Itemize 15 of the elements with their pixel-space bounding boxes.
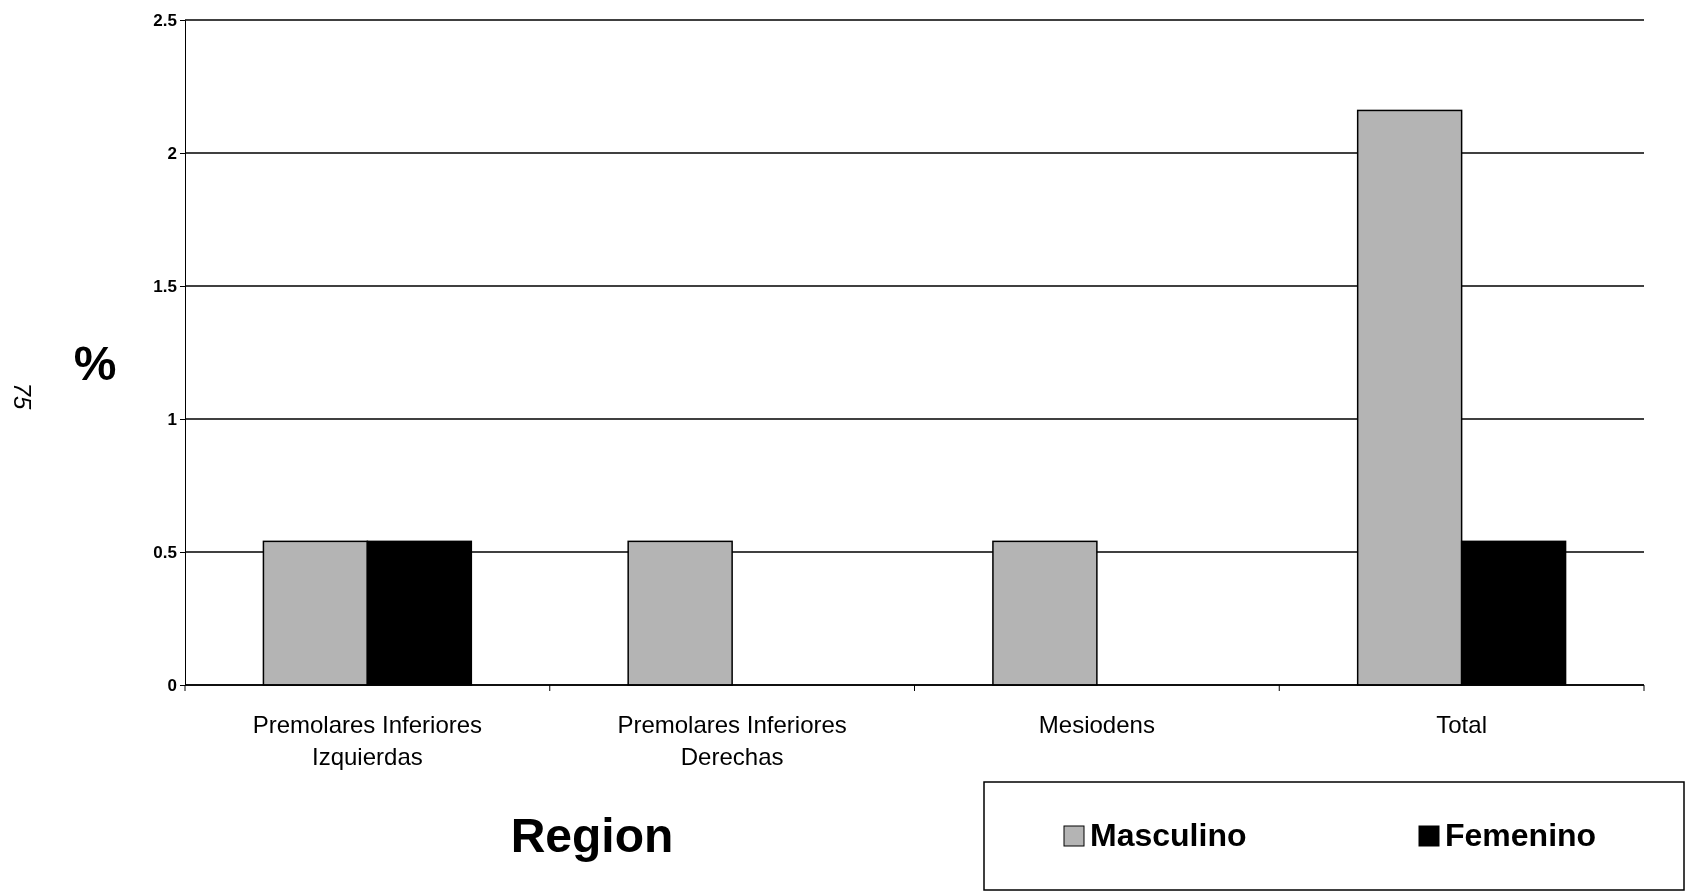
x-tick-label: Mesiodens [1038,711,1155,738]
x-tick-label: Premolares Inferiores Izquierdas [252,711,483,770]
legend-label: Masculino [1090,817,1247,853]
legend-label: Femenino [1445,817,1597,853]
x-tick-label: Total [1436,711,1487,738]
y-tick-label: 0 [167,675,177,695]
y-tick-label: 2 [167,143,177,163]
x-axis-title: Region [510,809,674,862]
text: 75 [9,382,36,410]
x-tick-label: Premolares Inferiores Derechas [617,711,847,770]
y-tick-label: 1.5 [153,276,177,296]
y-axis-title: % [73,337,117,390]
y-tick-label: 2.5 [153,10,177,30]
y-tick-label: 1 [167,409,177,429]
y-tick-label: 0.5 [153,542,177,562]
